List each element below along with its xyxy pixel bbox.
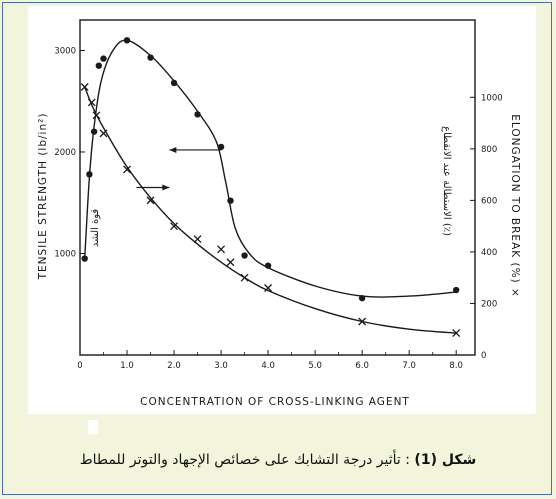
- cross-stroke: [193, 235, 202, 243]
- chart-markers: [80, 37, 461, 338]
- data-point-dot: [170, 79, 178, 87]
- data-point-dot: [241, 252, 248, 259]
- x-tick-label: 8.0: [449, 361, 463, 371]
- x-tick-label: 3.0: [214, 361, 228, 371]
- cross-stroke: [217, 245, 226, 254]
- series-line-dot: [84, 39, 457, 298]
- y-left-tick-label: 2000: [54, 148, 76, 158]
- y-axis-right-title: ELONGATION TO BREAK (%) ×: [509, 114, 521, 298]
- arrow-left: [169, 146, 222, 153]
- cross-stroke: [146, 196, 155, 205]
- data-point-cross: [452, 329, 461, 338]
- x-tick-label: 6.0: [355, 361, 369, 371]
- figure-caption: شكل (1) : تأثير درجة التشابك على خصائص ا…: [0, 440, 556, 480]
- data-point-dot: [95, 62, 103, 69]
- cross-stroke: [452, 329, 461, 338]
- arrow-right: [136, 184, 170, 191]
- data-point-dot: [194, 111, 201, 118]
- data-point-cross: [170, 222, 179, 231]
- data-point-dot: [217, 143, 225, 151]
- plot-border: [79, 19, 476, 356]
- y-right-tick-label: 200: [481, 299, 497, 309]
- cross-stroke: [264, 284, 273, 292]
- data-point-dot: [147, 54, 154, 61]
- chart-panel: 0 1.0 2.0 3.0 4.0 5.0 6.0 7.0 8.0 1000 2000 3000 0 20…: [28, 6, 536, 414]
- cross-stroke: [358, 317, 367, 326]
- data-point-dot: [86, 171, 93, 178]
- data-point-dot: [81, 255, 88, 262]
- x-tick-label: 7.0: [402, 361, 416, 371]
- data-point-cross: [80, 83, 89, 91]
- cross-stroke: [80, 83, 89, 91]
- data-point-cross: [226, 258, 235, 267]
- arrow-head: [162, 184, 170, 191]
- x-axis-title: CONCENTRATION OF CROSS-LINKING AGENT: [140, 396, 410, 408]
- x-tick-label: 1.0: [120, 361, 134, 371]
- data-point-cross: [358, 317, 367, 326]
- chart-svg: 0 1.0 2.0 3.0 4.0 5.0 6.0 7.0 8.0 1000 2000 3000 0 20…: [37, 19, 521, 408]
- y-right-tick-label: 0: [481, 351, 486, 361]
- cross-stroke: [99, 129, 108, 138]
- x-tick-label: 5.0: [308, 361, 322, 371]
- data-point-dot: [100, 55, 107, 62]
- chart-axes: 0 1.0 2.0 3.0 4.0 5.0 6.0 7.0 8.0 1000 2000 3000 0 20…: [54, 19, 503, 371]
- data-point-dot: [227, 197, 234, 204]
- y-left-tick-label: 3000: [54, 46, 76, 56]
- y-axis-left-title: TENSILE STRENGTH (lb/in²): [37, 113, 49, 281]
- data-point-cross: [240, 273, 249, 282]
- x-tick-label: 2.0: [167, 361, 181, 371]
- cross-stroke: [92, 111, 101, 120]
- data-point-dot: [452, 286, 460, 294]
- figure-frame: [2, 2, 552, 495]
- data-point-cross: [123, 165, 131, 174]
- caption-text: : تأثير درجة التشابك على خصائص الإجهاد و…: [79, 452, 410, 468]
- cross-stroke: [170, 222, 179, 231]
- cross-stroke: [226, 258, 235, 267]
- cross-stroke: [240, 273, 249, 282]
- arrow-head: [169, 146, 177, 153]
- data-point-dot: [264, 262, 272, 269]
- y-right-tick-label: 400: [481, 248, 497, 258]
- x-tick-label: 0: [77, 361, 82, 371]
- chart-curves: [84, 39, 457, 334]
- chart-annotations: [136, 146, 222, 191]
- x-tick-label: 4.0: [261, 361, 275, 371]
- y-right-tick-label: 800: [481, 145, 497, 155]
- data-point-cross: [99, 129, 108, 138]
- scan-artifact: [88, 420, 98, 434]
- data-point-dot: [358, 294, 366, 302]
- data-point-cross: [217, 245, 226, 254]
- chart-labels: CONCENTRATION OF CROSS-LINKING AGENT TEN…: [37, 113, 521, 408]
- data-point-cross: [264, 284, 273, 292]
- data-point-cross: [87, 98, 96, 107]
- y-axis-right-title-arabic: الاستطالة عند الانقطاع (٪): [441, 126, 452, 236]
- data-point-cross: [193, 235, 202, 243]
- data-point-cross: [92, 111, 101, 120]
- y-axis-left-title-arabic: قوة الشد: [90, 209, 101, 248]
- cross-stroke: [123, 165, 131, 174]
- caption-label: شكل (1): [414, 452, 477, 468]
- data-point-dot: [90, 128, 98, 135]
- y-right-tick-label: 1000: [481, 93, 503, 103]
- data-point-dot: [123, 37, 131, 44]
- cross-stroke: [87, 98, 96, 107]
- series-line-cross: [84, 86, 457, 334]
- y-right-tick-label: 600: [481, 196, 497, 206]
- y-left-tick-label: 1000: [54, 249, 76, 259]
- data-point-cross: [146, 196, 155, 205]
